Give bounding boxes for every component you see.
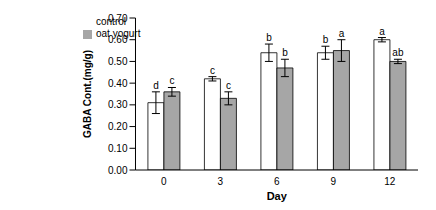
svg-text:0.30: 0.30 bbox=[108, 99, 128, 110]
svg-text:Day: Day bbox=[267, 190, 288, 202]
svg-text:c: c bbox=[169, 75, 174, 86]
svg-text:9: 9 bbox=[330, 176, 336, 187]
svg-text:0: 0 bbox=[161, 176, 167, 187]
svg-text:0.40: 0.40 bbox=[108, 78, 128, 89]
svg-text:b: b bbox=[323, 34, 329, 45]
svg-text:0.60: 0.60 bbox=[108, 34, 128, 45]
svg-text:c: c bbox=[210, 65, 215, 76]
svg-text:GABA Cont.(mg/g): GABA Cont.(mg/g) bbox=[82, 50, 93, 138]
svg-text:b: b bbox=[266, 32, 272, 43]
svg-text:d: d bbox=[153, 80, 159, 91]
svg-text:0.00: 0.00 bbox=[108, 165, 128, 176]
svg-text:c: c bbox=[226, 80, 231, 91]
svg-text:b: b bbox=[282, 47, 288, 58]
svg-text:a: a bbox=[339, 28, 345, 39]
svg-text:12: 12 bbox=[384, 176, 396, 187]
svg-text:0.10: 0.10 bbox=[108, 143, 128, 154]
svg-text:0.50: 0.50 bbox=[108, 56, 128, 67]
svg-text:ab: ab bbox=[392, 47, 404, 58]
svg-text:a: a bbox=[379, 26, 385, 37]
svg-text:0.20: 0.20 bbox=[108, 121, 128, 132]
svg-text:0.70: 0.70 bbox=[108, 13, 128, 24]
svg-text:6: 6 bbox=[274, 176, 280, 187]
svg-text:3: 3 bbox=[217, 176, 223, 187]
